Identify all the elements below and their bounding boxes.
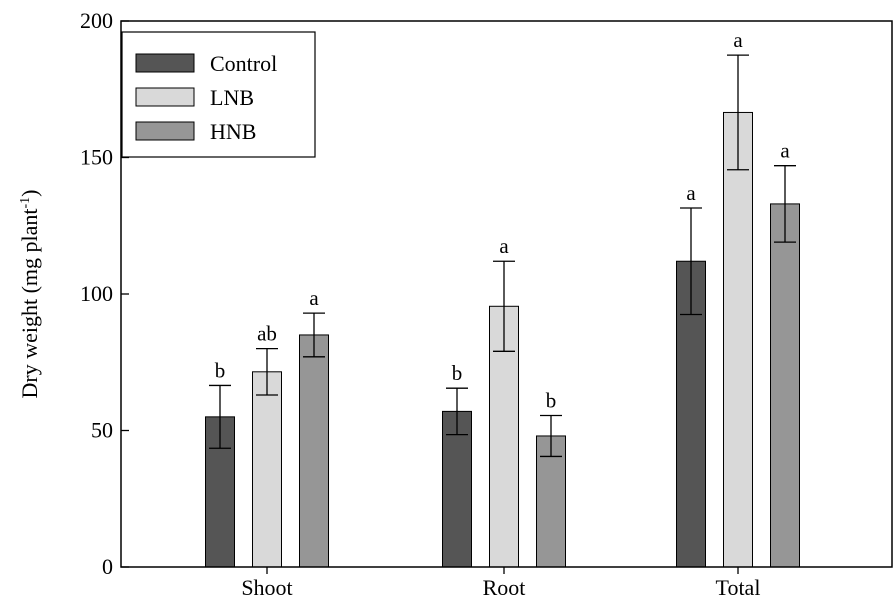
error-bar-hnb-shoot xyxy=(303,312,325,358)
significance-letter: a xyxy=(499,234,509,258)
error-bar-lnb-shoot xyxy=(256,347,278,396)
significance-letter: a xyxy=(309,286,319,310)
legend-label-control: Control xyxy=(210,51,277,76)
legend-swatch-control xyxy=(135,53,195,73)
y-axis-title: Dry weight (mg plant-1) xyxy=(17,189,42,398)
significance-letter: a xyxy=(686,181,696,205)
bar-hnb-shoot xyxy=(299,334,329,568)
y-tick-label: 0 xyxy=(102,554,113,579)
error-bar-hnb-total xyxy=(774,165,796,243)
legend: Control LNB HNB xyxy=(121,31,316,158)
legend-label-hnb: HNB xyxy=(210,119,256,144)
bars-layer xyxy=(205,111,800,568)
x-tick-label-shoot: Shoot xyxy=(241,575,292,600)
error-bars-layer xyxy=(209,54,796,458)
x-axis-ticks: Shoot Root Total xyxy=(241,567,760,600)
significance-letter: a xyxy=(780,139,790,163)
y-axis-title-superscript: -1 xyxy=(18,197,33,209)
error-bar-lnb-root xyxy=(493,260,515,352)
bar-hnb-total xyxy=(770,203,800,568)
significance-letter: ab xyxy=(257,322,277,346)
y-tick-label: 150 xyxy=(80,145,113,170)
error-bar-hnb-root xyxy=(540,414,562,458)
x-tick-label-total: Total xyxy=(716,575,761,600)
bar-lnb-shoot xyxy=(252,371,282,568)
y-tick-label: 50 xyxy=(91,418,113,443)
y-axis-title-main: Dry weight (mg plant xyxy=(17,208,42,398)
legend-label-lnb: LNB xyxy=(210,85,254,110)
legend-swatch-lnb xyxy=(135,87,195,107)
error-bar-control-root xyxy=(446,387,468,436)
legend-swatch-hnb xyxy=(135,121,195,141)
error-bar-control-shoot xyxy=(209,384,231,449)
bar-lnb-total xyxy=(723,111,753,568)
y-axis-title-suffix: ) xyxy=(17,189,42,196)
y-axis-ticks: 0 50 100 150 200 xyxy=(80,8,129,579)
error-bar-lnb-total xyxy=(727,54,749,171)
significance-letter: b xyxy=(452,361,463,385)
x-tick-label-root: Root xyxy=(483,575,526,600)
error-bar-control-total xyxy=(680,207,702,316)
significance-letter: b xyxy=(546,388,557,412)
y-tick-label: 100 xyxy=(80,281,113,306)
significance-letter: a xyxy=(733,28,743,52)
significance-letter: b xyxy=(215,358,226,382)
bar-hnb-root xyxy=(536,435,566,568)
y-tick-label: 200 xyxy=(80,8,113,33)
